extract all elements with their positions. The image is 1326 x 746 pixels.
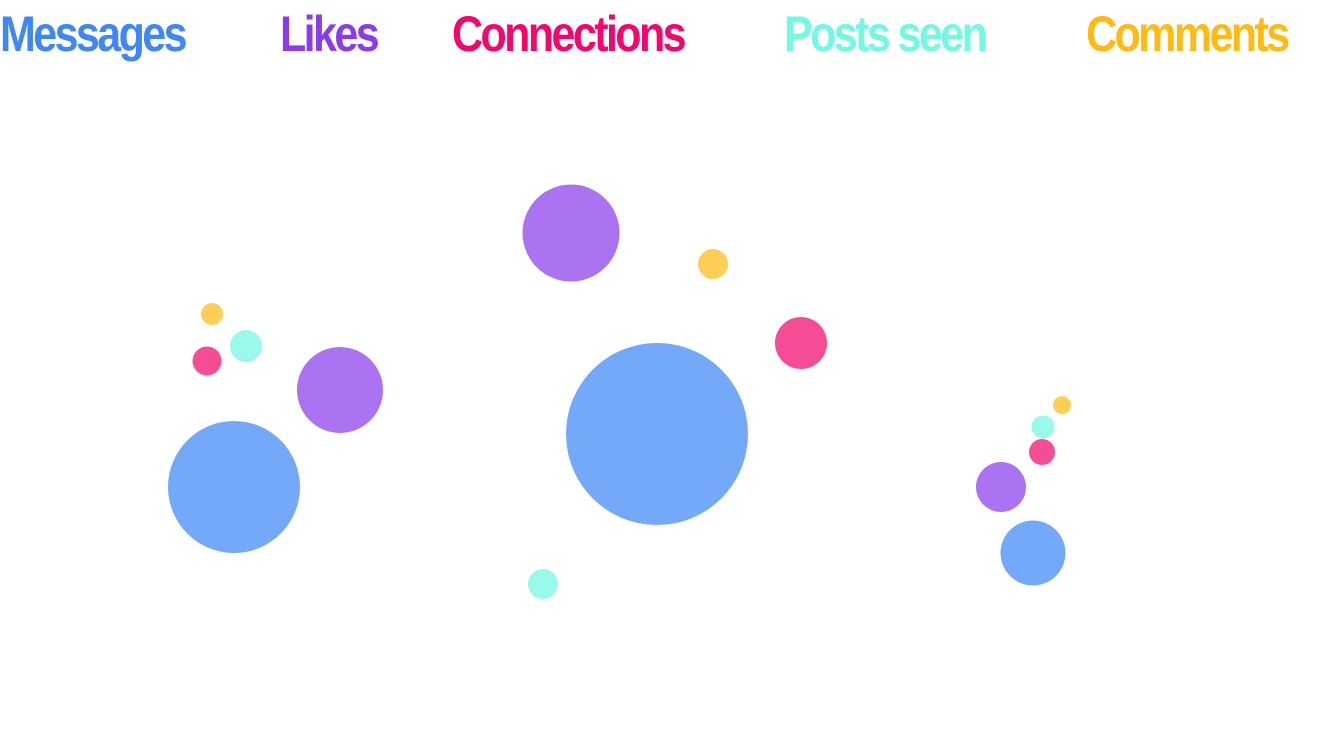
bubble-group1-connections [192, 346, 222, 376]
legend-posts-seen: Posts seen [784, 6, 988, 62]
bubble-group1-posts-seen [230, 330, 262, 362]
legend-likes: Likes [280, 6, 380, 62]
bubble-group3-posts-seen [1031, 415, 1055, 439]
bubble-group2-posts-seen [528, 569, 558, 599]
bubble-group3-likes [976, 462, 1026, 512]
legend-messages: Messages [0, 6, 188, 62]
bubble-group1-comments [201, 303, 223, 325]
bubble-group2-comments [698, 249, 728, 279]
bubble-group2-messages [566, 343, 748, 525]
bubble-group3-messages [1000, 520, 1066, 586]
bubble-group2-likes [522, 184, 620, 282]
legend-connections: Connections [452, 6, 687, 62]
legend-comments: Comments [1086, 6, 1290, 62]
bubble-group2-connections [775, 317, 827, 369]
bubble-group1-messages [168, 421, 300, 553]
bubble-group3-connections [1029, 439, 1055, 465]
legend: Messages Likes Connections Posts seen Co… [0, 0, 1326, 70]
bubble-group3-comments [1053, 396, 1071, 414]
bubble-group1-likes [297, 347, 383, 433]
